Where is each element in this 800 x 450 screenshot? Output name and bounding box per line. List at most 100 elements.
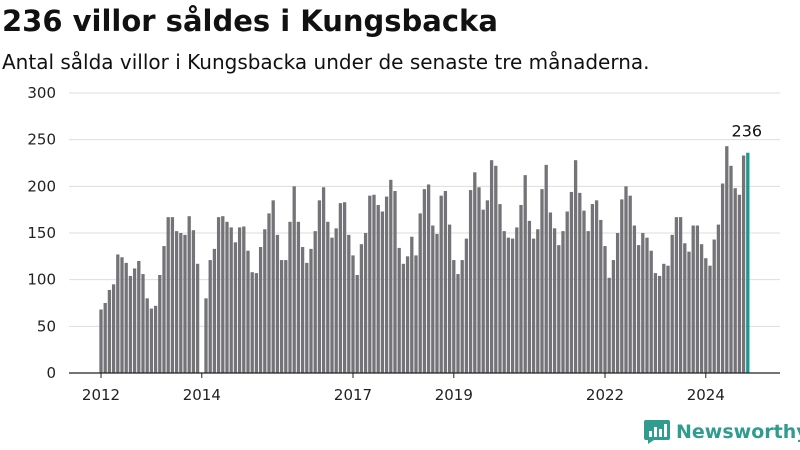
bar xyxy=(132,268,137,373)
bar xyxy=(498,204,502,373)
bar xyxy=(221,216,225,373)
bar xyxy=(338,203,343,373)
bar xyxy=(607,277,611,373)
bar xyxy=(439,195,443,373)
bar xyxy=(615,233,620,373)
bar xyxy=(174,231,179,373)
bar xyxy=(326,221,330,373)
bar xyxy=(170,217,175,373)
bar xyxy=(116,254,120,373)
bar xyxy=(502,231,506,373)
bar xyxy=(670,234,674,373)
bars xyxy=(99,146,750,373)
bar xyxy=(460,260,464,373)
bar xyxy=(540,189,544,373)
bar xyxy=(321,187,326,373)
bar xyxy=(699,244,704,373)
bar xyxy=(590,204,595,373)
bar xyxy=(544,164,548,373)
y-tick-label: 200 xyxy=(27,177,56,195)
bar xyxy=(263,229,267,373)
bar xyxy=(422,189,427,373)
bar xyxy=(258,247,263,373)
bar xyxy=(368,195,372,373)
bar-latest xyxy=(746,152,750,373)
bar xyxy=(183,234,187,373)
bar xyxy=(594,200,599,373)
bar xyxy=(225,221,229,373)
bar xyxy=(473,172,477,373)
bar xyxy=(208,260,212,373)
bar xyxy=(305,262,309,373)
bar xyxy=(729,165,733,373)
bar xyxy=(641,233,645,373)
bar xyxy=(519,205,523,373)
bar xyxy=(313,231,317,373)
bar xyxy=(666,265,670,373)
bar xyxy=(510,238,515,373)
chart-subtitle: Antal sålda villor i Kungsbacka under de… xyxy=(2,50,650,74)
bar xyxy=(271,200,275,373)
bar xyxy=(103,303,107,373)
bar xyxy=(481,209,485,373)
bar xyxy=(204,298,208,373)
bar xyxy=(233,242,238,373)
bar xyxy=(330,237,334,373)
bar xyxy=(275,234,280,373)
bar xyxy=(628,195,632,373)
bar xyxy=(632,225,637,373)
bar xyxy=(141,274,145,373)
y-tick-label: 0 xyxy=(46,364,56,382)
bar xyxy=(695,225,700,373)
y-tick-label: 250 xyxy=(27,131,56,149)
bar xyxy=(733,188,737,373)
bar xyxy=(515,227,519,373)
bar xyxy=(120,257,124,373)
bar xyxy=(405,256,410,373)
bar xyxy=(292,186,296,373)
bar xyxy=(573,160,578,373)
bar-chart: 0 50 100 150 200 250 300 2012 2014 2017 2019 2022 20… xyxy=(27,84,780,404)
bar xyxy=(111,284,116,373)
bar xyxy=(569,191,574,373)
bar xyxy=(582,210,586,373)
bar xyxy=(246,250,250,373)
bar xyxy=(649,250,653,373)
bar xyxy=(452,260,456,373)
bar xyxy=(443,191,448,373)
bar xyxy=(296,221,301,373)
bar xyxy=(523,175,527,373)
x-tick-label: 2017 xyxy=(334,386,372,404)
bar xyxy=(279,260,284,373)
bar xyxy=(250,272,254,373)
bar xyxy=(187,216,191,373)
bar xyxy=(712,239,716,373)
y-tick-label: 300 xyxy=(27,84,56,102)
bar xyxy=(716,224,721,373)
bar xyxy=(410,236,414,373)
bar xyxy=(725,146,729,373)
bar xyxy=(636,245,641,373)
bar xyxy=(309,248,313,373)
bar xyxy=(468,190,473,373)
bar xyxy=(586,231,590,373)
bar xyxy=(355,275,359,373)
bar xyxy=(645,237,649,373)
bar xyxy=(456,274,460,373)
x-tick-label: 2019 xyxy=(435,386,473,404)
newsworthy-brand[interactable]: Newsworthy xyxy=(644,420,800,444)
bar xyxy=(561,231,565,373)
bar xyxy=(704,258,708,373)
bar xyxy=(376,205,380,373)
bar xyxy=(300,247,305,373)
bar xyxy=(494,165,498,373)
bar xyxy=(683,243,687,373)
bar xyxy=(485,200,490,373)
bar xyxy=(284,260,288,373)
bar xyxy=(347,234,351,373)
bar xyxy=(691,225,695,373)
bar xyxy=(431,225,435,373)
bar xyxy=(418,213,422,373)
bar xyxy=(137,261,141,373)
bar xyxy=(384,196,389,373)
